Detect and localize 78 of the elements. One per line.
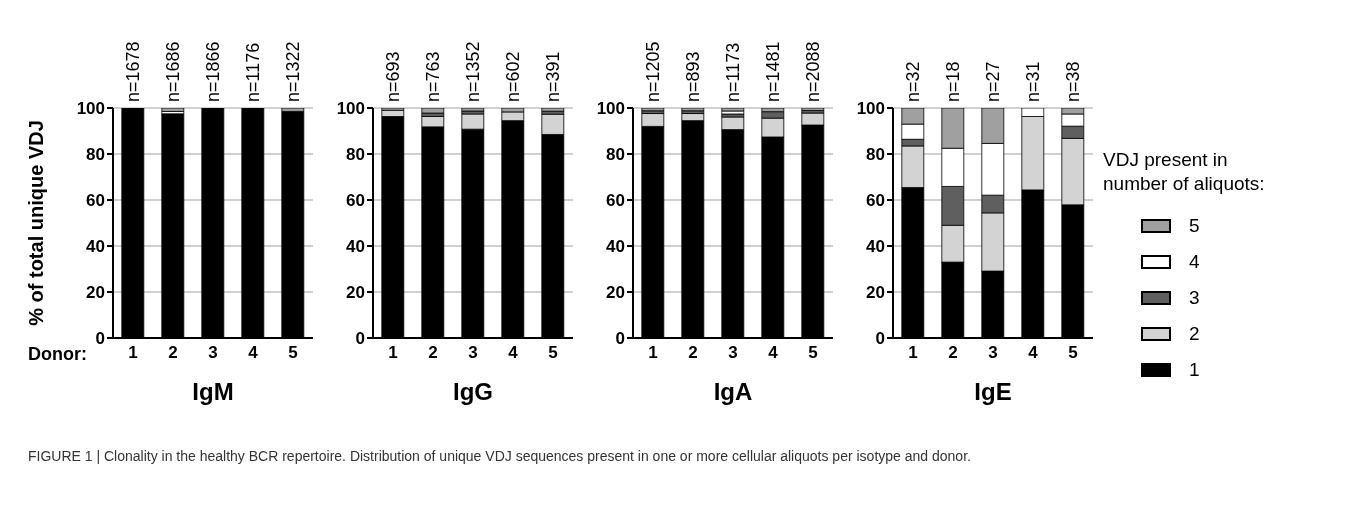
x-tick-label: 1 [648,343,658,363]
annotation: n=31 [1023,61,1044,102]
x-axis-title: IgM [192,378,234,405]
annotation: n=1678 [123,41,144,102]
legend-label: 1 [1189,359,1200,381]
x-tick-label: 3 [988,343,998,363]
y-tick-label: 100 [336,99,365,119]
y-tick-label: 40 [346,237,365,257]
x-tick-label: 5 [548,343,558,363]
annotation: n=1481 [763,41,784,102]
annotation: n=2088 [803,41,824,102]
y-tick-label: 80 [346,145,365,165]
annotation: n=763 [423,51,444,102]
annotation: n=1686 [163,41,184,102]
y-tick-label: 20 [346,283,365,303]
y-axis-title: % of total unique VDJ [25,120,48,326]
x-tick-label: 2 [168,343,178,363]
y-tick-label: 60 [86,191,105,211]
y-tick-label: 100 [76,99,105,119]
annotation: n=1322 [283,41,304,102]
annotation: n=602 [503,51,524,102]
y-tick-label: 40 [606,237,625,257]
x-tick-label: 4 [508,343,519,363]
bar [421,108,445,114]
y-tick-label: 80 [606,145,625,165]
y-tick-label: 40 [866,237,885,257]
annotation: n=18 [943,61,964,102]
text: Donor: [28,344,87,365]
annotation: n=1176 [243,42,264,102]
x-tick-label: 4 [1028,343,1039,363]
annotation: n=1173 [723,42,744,102]
x-tick-label: 4 [768,343,779,363]
x-tick-label: 1 [388,343,398,363]
x-axis-title: IgG [453,378,493,405]
annotation: n=391 [543,51,564,102]
y-tick-label: 60 [346,191,365,211]
annotation: n=27 [983,61,1004,102]
annotation: n=32 [903,61,924,102]
caption: FIGURE 1 | Clonality in the healthy BCR repertoire. Distribution of unique VDJ sequences present in one or more cellular aliquots per isotype and donor. [28,448,972,464]
x-axis-title: IgE [974,378,1012,405]
annotation: n=1352 [463,41,484,102]
x-tick-label: 1 [128,343,138,363]
annotation: n=38 [1063,61,1084,102]
y-tick-label: 0 [355,329,365,349]
y-tick-label: 80 [86,145,105,165]
x-tick-label: 3 [468,343,478,363]
x-axis-title: IgA [713,378,753,405]
y-tick-label: 20 [866,283,885,303]
annotation: n=1205 [643,41,664,102]
x-tick-label: 3 [728,343,738,363]
y-tick-label: 100 [856,99,885,119]
y-tick-label: 40 [86,237,105,257]
x-tick-label: 5 [288,343,298,363]
x-tick-label: 2 [948,343,958,363]
legend-title: VDJ present in number of aliquots: [1103,148,1266,196]
x-tick-label: 3 [208,343,218,363]
x-tick-label: 5 [1068,343,1078,363]
annotation: n=1866 [203,41,224,102]
y-tick-label: 20 [86,283,105,303]
annotation: n=893 [683,51,704,102]
y-tick-label: 60 [866,191,885,211]
legend-label: 3 [1189,287,1200,309]
x-tick-label: 4 [248,343,259,363]
y-tick-label: 100 [596,99,625,119]
y-tick-label: 0 [615,329,625,349]
x-tick-label: 1 [908,343,918,363]
legend-label: 5 [1189,215,1200,237]
annotation: n=693 [383,51,404,102]
x-tick-label: 2 [688,343,698,363]
y-tick-label: 0 [875,329,885,349]
x-tick-label: 2 [428,343,438,363]
y-tick-label: 20 [606,283,625,303]
legend-label: 4 [1189,251,1200,273]
y-tick-label: 0 [95,329,105,349]
x-tick-label: 5 [808,343,818,363]
y-tick-label: 80 [866,145,885,165]
y-tick-label: 60 [606,191,625,211]
legend-label: 2 [1189,323,1200,345]
